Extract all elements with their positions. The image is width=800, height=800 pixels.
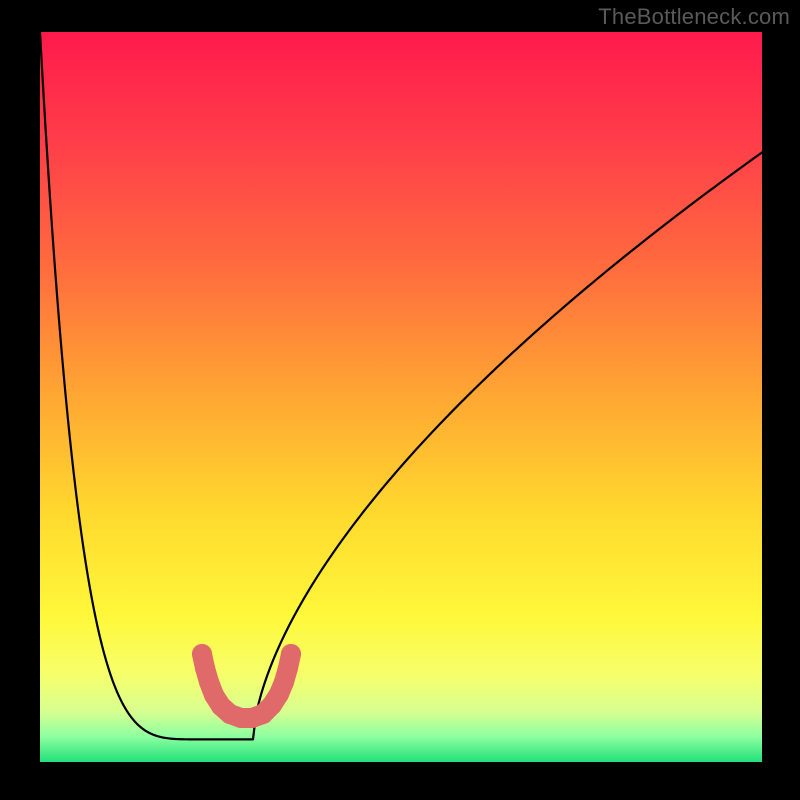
chart-svg	[0, 0, 800, 800]
plot-background	[40, 32, 762, 762]
watermark-text: TheBottleneck.com	[598, 4, 790, 30]
stage: TheBottleneck.com	[0, 0, 800, 800]
